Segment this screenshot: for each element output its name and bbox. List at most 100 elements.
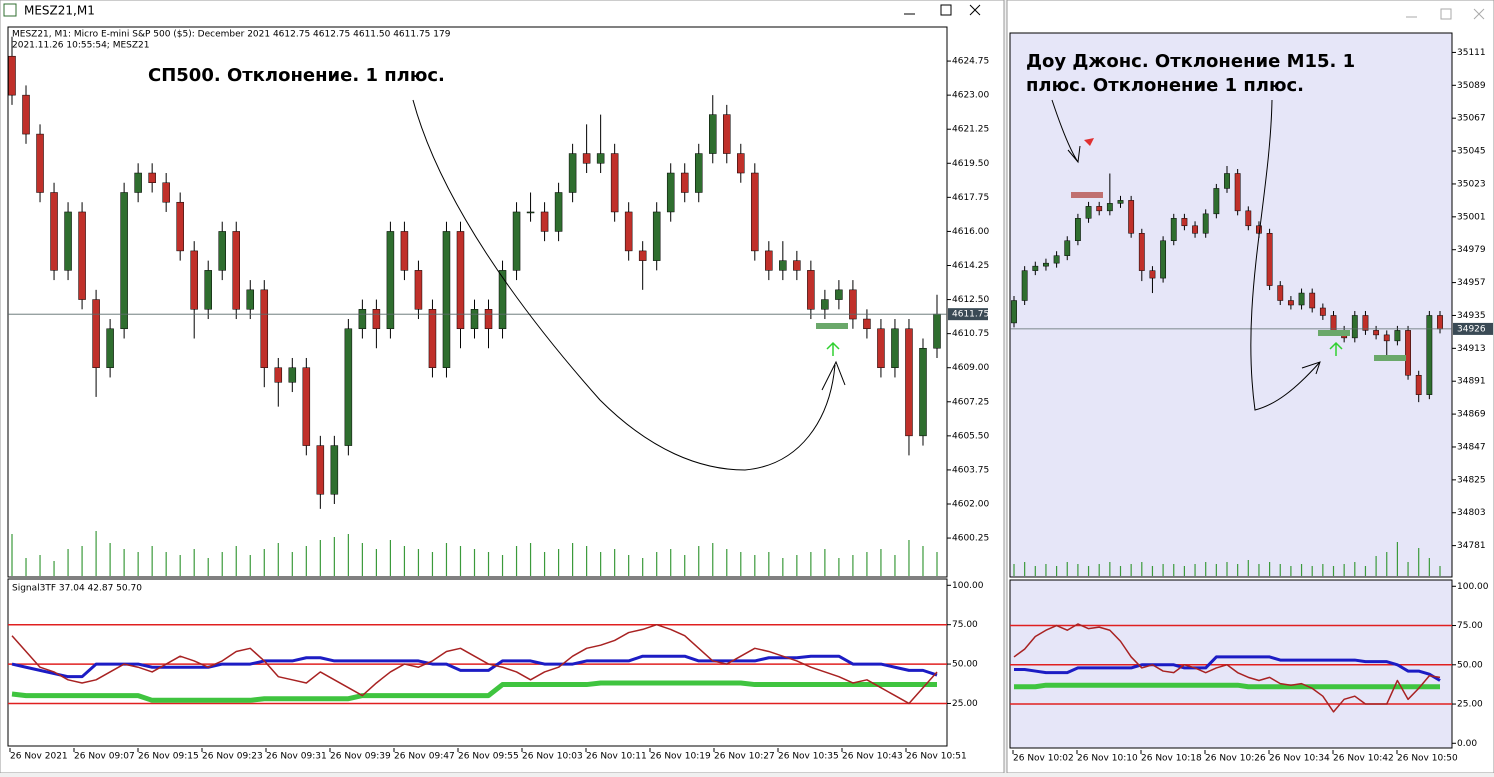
candle-body — [246, 289, 255, 310]
hand-drawn-arrow — [1051, 99, 1081, 164]
signal-marker — [1084, 138, 1094, 146]
y-tick-label: 4617.75 — [952, 193, 989, 203]
x-tick-label: 26 Nov 10:43 — [842, 752, 903, 762]
candle-body — [1362, 315, 1369, 331]
y-tick-label: 34913 — [1457, 344, 1486, 354]
candle-body — [442, 231, 451, 368]
chart-header: MESZ21, M1: Micro E-mini S&P 500 ($5): D… — [12, 30, 451, 40]
x-tick-label: 26 Nov 10:34 — [1269, 754, 1330, 764]
maximize-button[interactable] — [940, 4, 952, 16]
indicator-pane — [7, 578, 948, 747]
y-tick-label: 4610.75 — [952, 329, 989, 339]
candle-body — [526, 211, 535, 214]
y-tick-label: 34869 — [1457, 410, 1486, 420]
price-label: 4611.75 — [952, 310, 989, 320]
candle-body — [666, 172, 675, 213]
candle-body — [1202, 213, 1209, 234]
close-button[interactable] — [969, 4, 981, 16]
candle-body — [1405, 330, 1411, 376]
y-tick-label: 34891 — [1457, 377, 1486, 387]
candle-body — [1437, 315, 1443, 330]
candle-body — [1170, 218, 1177, 241]
candle-body — [694, 153, 703, 193]
x-tick-label: 26 Nov 10:42 — [1333, 754, 1394, 764]
candle-body — [78, 211, 86, 300]
candle-body — [1181, 218, 1188, 227]
y-tick-label: 4612.50 — [952, 295, 989, 305]
maximize-button[interactable] — [1440, 8, 1452, 20]
y-tick-label: 34781 — [1457, 541, 1486, 551]
annotation: Доу Джонс. Отклонение М15. 1 — [1026, 51, 1355, 72]
candle-body — [1192, 225, 1198, 234]
candle-body — [1096, 206, 1103, 212]
candle-body — [1330, 315, 1337, 331]
hand-drawn-arrow — [821, 360, 846, 391]
candle-body — [372, 309, 381, 330]
candle-body — [554, 192, 563, 232]
y-tick-label: 0.00 — [1457, 739, 1477, 749]
candle-body — [120, 192, 128, 330]
price-pane — [1009, 32, 1453, 578]
x-tick-label: 26 Nov 10:18 — [1141, 754, 1202, 764]
candle-body — [1128, 200, 1135, 234]
indicator-line — [11, 654, 938, 679]
annotation: СП500. Отклонение. 1 плюс. — [148, 65, 445, 86]
candle-body — [400, 231, 409, 271]
candle-body — [414, 270, 423, 310]
y-tick-label: 4614.25 — [952, 261, 989, 271]
candle-body — [512, 211, 521, 271]
x-tick-label: 26 Nov 10:10 — [1077, 754, 1138, 764]
candle-body — [428, 309, 437, 368]
candle-body — [540, 211, 549, 232]
candle-body — [624, 211, 633, 252]
candle-body — [1298, 292, 1305, 306]
candle-body — [779, 260, 787, 271]
y-tick-label: 35001 — [1457, 212, 1486, 222]
candle-body — [106, 328, 114, 368]
indicator-line — [11, 680, 937, 703]
candle-body — [344, 328, 353, 446]
x-tick-label: 26 Nov 10:35 — [778, 752, 839, 762]
y-tick-label: 35023 — [1457, 179, 1486, 189]
x-tick-label: 26 Nov 09:23 — [202, 752, 263, 762]
indicator-line — [1013, 623, 1441, 713]
y-tick-label: 4623.00 — [952, 91, 989, 101]
close-button[interactable] — [1473, 8, 1485, 20]
candle-body — [1117, 200, 1124, 204]
indicator-line — [1014, 655, 1441, 682]
y-tick-label: 4607.25 — [952, 397, 989, 407]
candle-body — [737, 153, 745, 174]
candle-body — [863, 318, 871, 330]
x-tick-label: 26 Nov 09:39 — [330, 752, 391, 762]
indicator-line — [11, 623, 938, 705]
candle-body — [1287, 300, 1294, 306]
x-tick-label: 26 Nov 10:51 — [906, 752, 967, 762]
candle-body — [1053, 255, 1060, 264]
y-tick-label: 4609.00 — [952, 363, 989, 373]
candle-body — [288, 367, 297, 383]
candle-body — [204, 270, 212, 310]
candle-body — [330, 445, 339, 495]
candle-body — [1138, 233, 1145, 271]
candle-body — [1213, 188, 1220, 215]
candle-body — [596, 153, 605, 164]
candle-body — [1309, 292, 1316, 309]
y-tick-label: 25.00 — [952, 699, 978, 709]
y-tick-label: 34825 — [1457, 475, 1486, 485]
candle-body — [1224, 173, 1230, 189]
y-tick-label: 4616.00 — [952, 227, 989, 237]
candle-body — [484, 309, 493, 330]
candle-body — [1011, 300, 1017, 324]
candle-body — [821, 299, 829, 310]
candle-body — [456, 231, 465, 330]
candle-body — [134, 172, 142, 193]
candle-body — [162, 182, 170, 203]
y-tick-label: 50.00 — [1457, 660, 1483, 670]
candle-body — [148, 172, 156, 184]
candle-body — [176, 201, 184, 252]
indicator-pane — [1009, 579, 1453, 749]
zone-marker — [1374, 355, 1406, 361]
candle-body — [723, 114, 731, 154]
candle-body — [1426, 315, 1433, 395]
